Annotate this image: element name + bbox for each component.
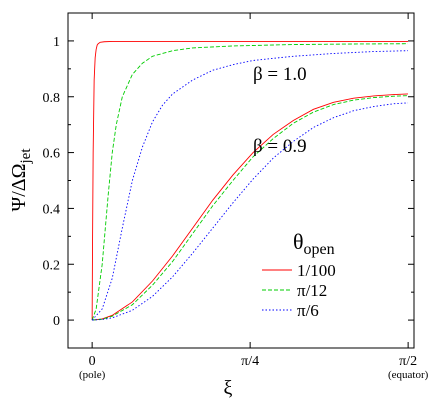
y-tick-label: 0.4 xyxy=(43,202,61,217)
svg-text:θopen: θopen xyxy=(293,229,335,258)
y-axis-title-main: Ψ/ΔΩ xyxy=(8,163,30,211)
legend-label: π/6 xyxy=(297,301,319,320)
y-tick-label: 0 xyxy=(53,314,60,329)
series-line-2 xyxy=(91,43,408,321)
x-tick-label: π/2 xyxy=(399,354,417,369)
svg-text:Ψ/ΔΩjet: Ψ/ΔΩjet xyxy=(8,148,34,212)
y-tick-label: 0.6 xyxy=(43,147,61,162)
series-line-1 xyxy=(91,41,408,321)
series-line-6 xyxy=(92,102,408,321)
legend-label: π/12 xyxy=(297,281,327,300)
y-tick-label: 1 xyxy=(53,35,60,50)
x-tick-label: 0 xyxy=(89,354,96,369)
x-tick-sublabel: (equator) xyxy=(388,369,429,381)
y-tick-label: 0.8 xyxy=(43,91,61,106)
annotation-beta-1: β = 1.0 xyxy=(253,64,307,85)
x-tick-sublabel: (pole) xyxy=(79,369,106,381)
series-layer xyxy=(91,41,408,321)
y-axis-title-sub: jet xyxy=(18,148,34,165)
y-tick-label: 0.2 xyxy=(43,258,61,273)
legend-title-sub: open xyxy=(304,241,335,258)
x-tick-label: π/4 xyxy=(241,354,259,369)
legend-title-main: θ xyxy=(293,229,304,254)
annotation-beta-09: β = 0.9 xyxy=(253,136,307,157)
y-axis-title: Ψ/ΔΩjet xyxy=(8,148,34,212)
axis-ticks: 00.20.40.60.810(pole)π/4 π/2(equator) xyxy=(43,13,429,381)
series-line-5 xyxy=(92,95,408,321)
legend-label: 1/100 xyxy=(297,261,336,280)
series-line-3 xyxy=(91,50,408,321)
x-axis-title: ξ xyxy=(224,377,233,399)
series-line-4 xyxy=(92,93,408,321)
